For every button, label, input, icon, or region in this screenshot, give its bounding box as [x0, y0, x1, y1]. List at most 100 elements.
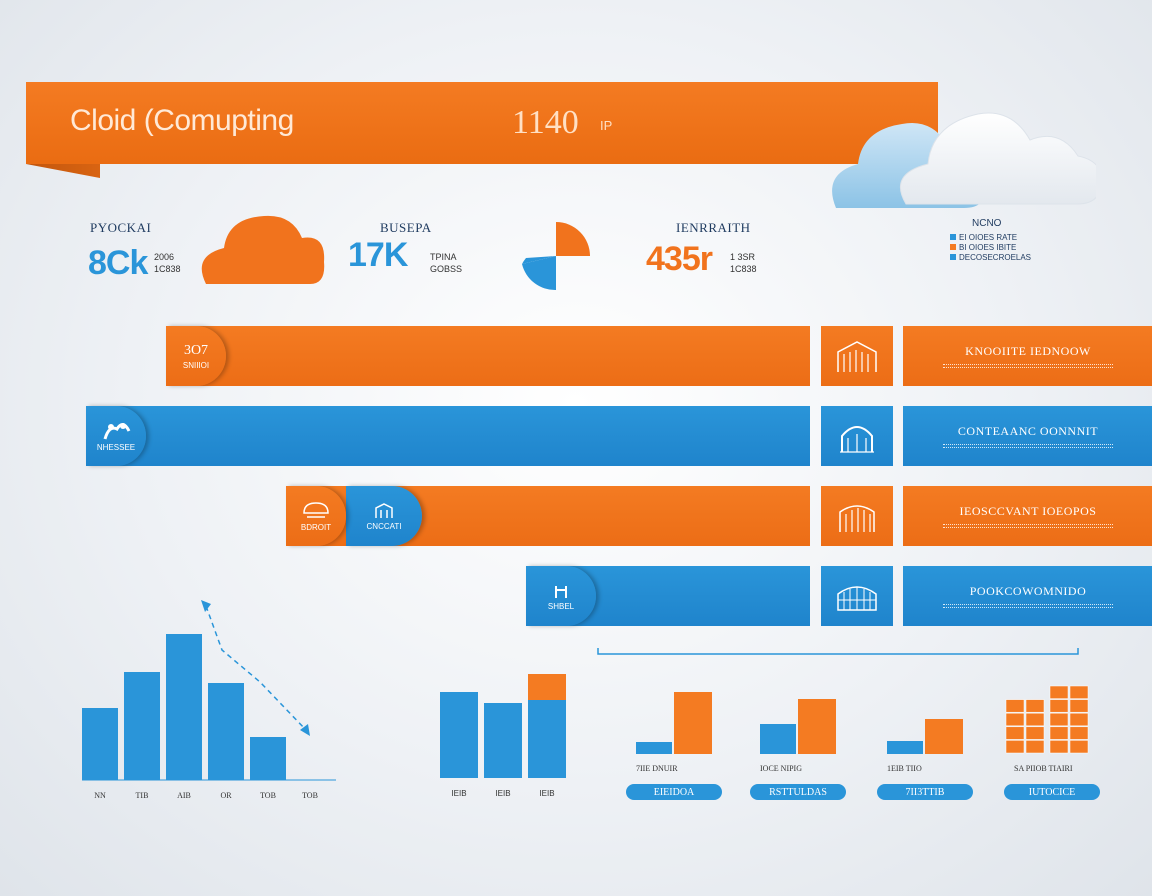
band-cap: CNCCATI [346, 486, 422, 546]
mini-chart-label: 1EIB TIIO [887, 764, 922, 773]
bar [674, 692, 712, 754]
band-cap-label: 3O7 [183, 342, 209, 358]
bar-segment [1005, 712, 1025, 727]
band-label: POOKCOWOMNIDO [903, 566, 1152, 626]
mini-chart-label: SA PIIOB TIAIRI [1014, 764, 1073, 773]
kpi-label: IENRRAITH [676, 220, 751, 235]
category-pill[interactable]: EIEIDOA [626, 784, 722, 800]
band-row: NHESSEE [86, 406, 810, 466]
bar-chart-1: NN TIB AIB OR TOB TOB [82, 600, 336, 800]
category-pill[interactable]: RSTTULDAS [750, 784, 846, 800]
kpi-sub: 1C838 [730, 264, 757, 274]
kpi-sub: 1C838 [154, 264, 181, 274]
bar-segment [1069, 740, 1089, 754]
tick-label: TOB [260, 791, 276, 800]
band-cap: 3O7 SNIIIOI [166, 326, 226, 386]
arch-icon [821, 406, 893, 466]
mini-bar-chart [887, 719, 963, 754]
trend-line [205, 605, 307, 731]
stadium-icon [821, 566, 893, 626]
header-banner [26, 82, 938, 164]
legend-item: BI OIOES IBITE [950, 242, 1031, 252]
band-cap-sub: SNIIIOI [182, 360, 210, 370]
bar [208, 683, 244, 780]
page-title: Cloid (Comupting [70, 104, 294, 137]
arrow-up-icon [201, 600, 211, 612]
band-row: 3O7 SNIIIOI [166, 326, 810, 386]
bar [636, 742, 672, 754]
banner-fold [26, 164, 100, 178]
band-cap-sub: BDROIT [300, 522, 332, 532]
band-label-text: POOKCOWOMNIDO [969, 584, 1087, 598]
bar-segment [1025, 699, 1045, 713]
band-cap-sub: CNCCATI [366, 521, 402, 531]
tick-label: NN [94, 791, 106, 800]
legend-item: EI OIOES RATE [950, 232, 1031, 242]
band-cap-sub: NHESSEE [96, 442, 136, 452]
tick-label: TOB [302, 791, 318, 800]
tick-label: OR [220, 791, 232, 800]
bar-segment [1025, 726, 1045, 740]
bar-segment [1069, 712, 1089, 727]
band-row: SHBEL [526, 566, 810, 626]
kpi-value: 17K [348, 236, 408, 274]
legend-title: NCNO [972, 218, 1002, 229]
bar-segment [1049, 740, 1069, 754]
pie-chart-icon [522, 222, 590, 291]
kpi-sub: 2006 [154, 252, 175, 262]
bar [528, 700, 566, 778]
category-pill[interactable]: IUTOCICE [1004, 784, 1100, 800]
category-pill[interactable]: 7II3TTIB [877, 784, 973, 800]
bar-segment [1069, 685, 1089, 699]
bar [887, 741, 923, 754]
band-cap: BDROIT [286, 486, 346, 546]
legend: EI OIOES RATE BI OIOES IBITE DECOSECROEL… [950, 232, 1031, 262]
bar-segment [1049, 699, 1069, 713]
band-label: CONTEAANC OONNNIT [903, 406, 1152, 466]
header-unit: IP [600, 118, 613, 133]
mini-bar-chart [636, 692, 712, 754]
band-label-text: IEOSCCVANT IOEOPOS [959, 504, 1097, 518]
bar [124, 672, 160, 780]
bar [798, 699, 836, 754]
kpi-value: 8Ck [88, 244, 148, 282]
tick-label: IEIB [451, 789, 466, 798]
kpi-value: 435r [646, 240, 713, 278]
people-icon [103, 422, 131, 439]
mini-bar-chart [1005, 685, 1089, 754]
bar [760, 724, 796, 754]
band-label: KNOOIITE IEDNOOW [903, 326, 1152, 386]
mini-chart-group: 7IIE DNUIR EIEIDOA IOCE NIPIG RSTTULDAS 1EIB… [610, 670, 1110, 810]
band-label-text: CONTEAANC OONNNIT [957, 424, 1099, 438]
bar-segment [1025, 740, 1045, 754]
bar-segment [1069, 699, 1089, 713]
kpi-sub: 1 3SR [730, 252, 756, 262]
bar-segment [1005, 726, 1025, 740]
mini-chart-label: 7IIE DNUIR [636, 764, 678, 773]
bar-chart-2: IEIB IEIB IEIB [440, 674, 566, 798]
bar-segment [1049, 726, 1069, 740]
cloud-icon [832, 112, 1096, 208]
bar [250, 737, 286, 780]
legend-item: DECOSECROELAS [950, 252, 1031, 262]
building-icon [821, 486, 893, 546]
kpi-sub: GOBSS [430, 264, 463, 274]
bar-segment [1049, 712, 1069, 727]
divider [597, 648, 1079, 655]
kpi-sub: TPINA [430, 252, 457, 262]
band-row: CNCCATI BDROIT [286, 486, 810, 546]
bar-segment [1005, 740, 1025, 754]
tick-label: IEIB [495, 789, 510, 798]
bar [166, 634, 202, 780]
tick-label: TIB [136, 791, 149, 800]
bar [82, 708, 118, 780]
cloud-icon [201, 215, 325, 284]
band-cap: SHBEL [526, 566, 596, 626]
kpi-label: BUSEPA [380, 220, 432, 235]
band-cap-sub: SHBEL [547, 601, 575, 611]
server-icon [375, 502, 393, 518]
tick-label: AIB [177, 791, 191, 800]
band-cap: NHESSEE [86, 406, 146, 466]
tick-label: IEIB [539, 789, 554, 798]
bar-segment [1025, 712, 1045, 727]
